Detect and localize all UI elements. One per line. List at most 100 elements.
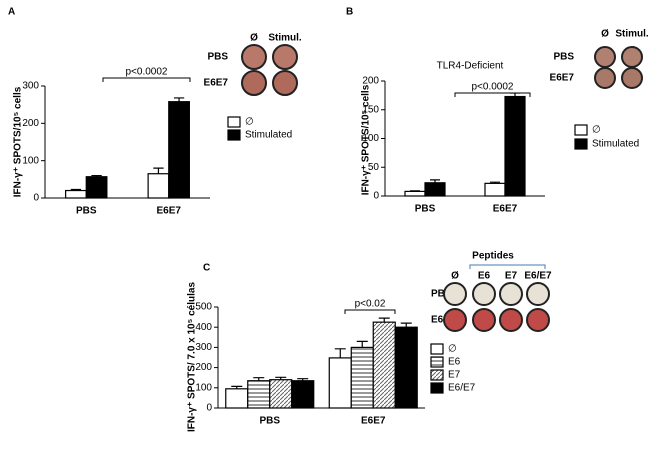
well xyxy=(621,67,643,89)
inset-column-label: E7 xyxy=(505,271,518,282)
y-tick-label: 400 xyxy=(195,322,212,333)
well xyxy=(594,67,616,89)
bar xyxy=(247,380,271,409)
legend-label: E7 xyxy=(448,370,461,381)
bar xyxy=(225,388,249,409)
x-tick-label: E6E7 xyxy=(157,206,182,217)
legend-swatch xyxy=(227,116,241,128)
annotation: p<0.0002 xyxy=(126,67,168,78)
legend-label: ∅ xyxy=(245,117,254,128)
error-bar xyxy=(410,190,420,192)
well xyxy=(621,46,643,68)
bar xyxy=(291,380,315,409)
inset-column-label: Ø xyxy=(601,29,609,40)
well xyxy=(443,282,467,306)
well xyxy=(499,308,523,332)
inset-row-label: PBS xyxy=(207,52,228,63)
inset-row-label: PBS xyxy=(431,289,452,300)
bar xyxy=(269,379,293,409)
well xyxy=(526,282,550,306)
chart-title: TLR4-Deficient xyxy=(437,61,504,72)
legend-swatch xyxy=(430,343,444,355)
error-bar xyxy=(430,179,440,183)
bar xyxy=(504,95,526,197)
well xyxy=(472,308,496,332)
error-bar xyxy=(378,317,390,323)
y-tick-label: 200 xyxy=(362,76,379,87)
y-tick-label: 100 xyxy=(362,133,379,144)
error-bar xyxy=(334,348,346,358)
y-axis-label: IFN-γ⁺ SPOTS/10⁵ cells xyxy=(361,84,372,195)
well xyxy=(272,70,298,96)
y-tick-label: 300 xyxy=(195,342,212,353)
inset-header: Peptides xyxy=(472,251,514,262)
bar xyxy=(404,190,426,197)
legend-swatch xyxy=(430,369,444,381)
x-tick-label: PBS xyxy=(259,416,280,427)
legend-swatch xyxy=(430,382,444,394)
annotation: p<0.0002 xyxy=(472,82,514,93)
x-tick-label: E6E7 xyxy=(361,416,386,427)
legend-label: E6/E7 xyxy=(448,383,476,394)
error-bar xyxy=(490,181,500,184)
significance-bracket xyxy=(102,77,191,82)
inset-row-label: E6E7 xyxy=(204,78,229,89)
y-tick-label: 200 xyxy=(22,118,39,129)
well xyxy=(499,282,523,306)
inset-bracket xyxy=(469,264,546,269)
y-tick-label: 0 xyxy=(33,193,39,204)
y-tick-label: 100 xyxy=(195,382,212,393)
y-axis-label: IFN-γ⁺ SPOTS/ 7.0 x 10⁵ células xyxy=(187,282,198,432)
y-tick-label: 100 xyxy=(22,155,39,166)
legend-label: ∅ xyxy=(448,344,457,355)
legend-label: Stimulated xyxy=(245,130,292,141)
panel-label: A xyxy=(8,7,15,18)
legend-label: E6 xyxy=(448,357,461,368)
error-bar xyxy=(231,385,243,389)
error-bar xyxy=(173,97,185,102)
y-tick-label: 150 xyxy=(362,104,379,115)
legend-swatch xyxy=(430,356,444,368)
bar xyxy=(484,182,506,197)
y-tick-label: 0 xyxy=(373,191,379,202)
bar xyxy=(168,101,190,199)
y-tick-label: 300 xyxy=(22,81,39,92)
y-tick-label: 500 xyxy=(195,302,212,313)
legend-swatch xyxy=(574,138,588,150)
bar xyxy=(65,189,87,199)
bar xyxy=(328,357,352,409)
significance-bracket xyxy=(344,309,396,314)
bar xyxy=(424,182,446,197)
panel-label: B xyxy=(346,7,353,18)
error-bar xyxy=(253,377,265,381)
bar xyxy=(85,176,108,199)
inset-row-label: PBS xyxy=(553,52,574,63)
panel-label: C xyxy=(203,263,210,274)
error-bar xyxy=(400,322,412,328)
x-tick-label: PBS xyxy=(76,206,97,217)
bar xyxy=(394,326,418,409)
inset-row-label: E6E7 xyxy=(550,73,575,84)
x-tick-label: E6E7 xyxy=(493,204,518,215)
inset-column-label: E6/E7 xyxy=(524,271,552,282)
error-bar xyxy=(70,188,82,191)
inset-column-label: Ø xyxy=(451,271,459,282)
well xyxy=(526,308,550,332)
significance-bracket xyxy=(454,92,531,97)
y-tick-label: 200 xyxy=(195,362,212,373)
inset-column-label: Ø xyxy=(250,33,258,44)
x-tick-label: PBS xyxy=(415,204,436,215)
legend-swatch xyxy=(574,124,588,136)
error-bar xyxy=(297,378,309,381)
legend-swatch xyxy=(227,129,241,141)
legend-label: ∅ xyxy=(592,125,601,136)
bar xyxy=(372,321,396,409)
well xyxy=(241,44,267,70)
y-tick-label: 50 xyxy=(368,162,380,173)
legend-label: Stimulated xyxy=(592,139,639,150)
y-axis-label: IFN-γ⁺ SPOTS/10⁵ cells xyxy=(13,86,24,197)
bar xyxy=(147,173,170,199)
y-tick-label: 0 xyxy=(206,403,212,414)
well xyxy=(472,282,496,306)
